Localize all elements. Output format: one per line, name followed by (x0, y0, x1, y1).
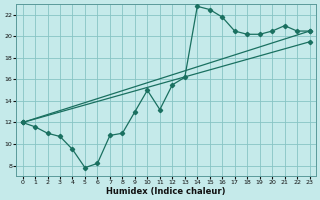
X-axis label: Humidex (Indice chaleur): Humidex (Indice chaleur) (106, 187, 226, 196)
